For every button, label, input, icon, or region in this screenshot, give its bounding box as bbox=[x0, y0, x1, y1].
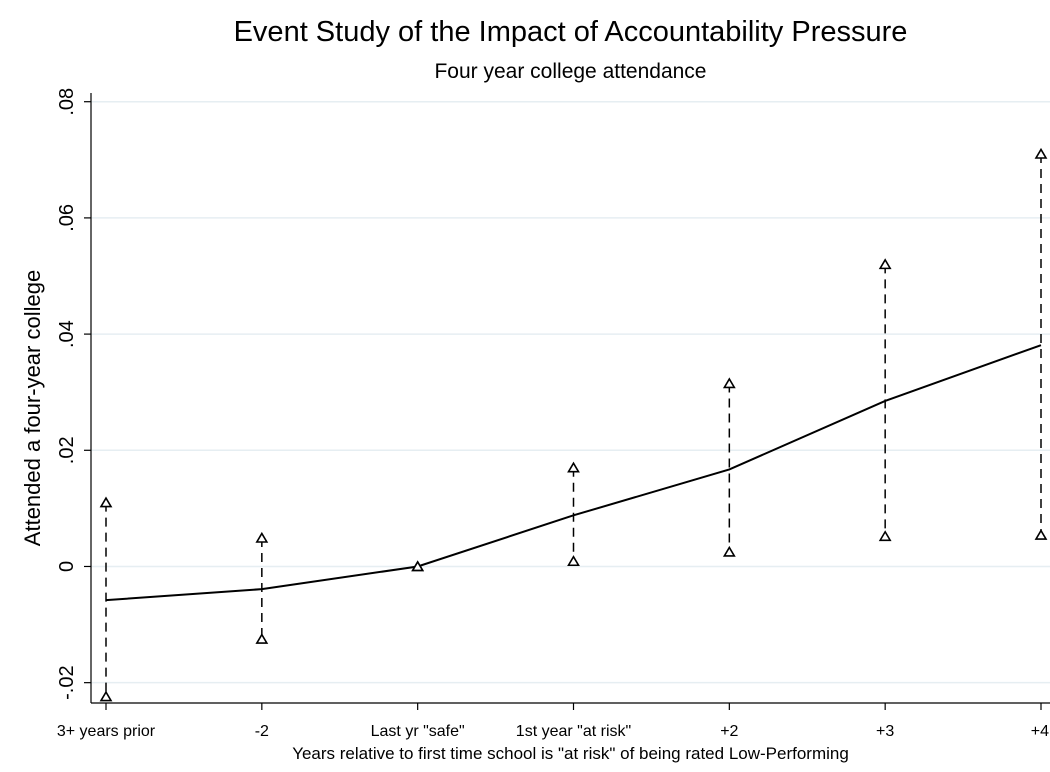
y-tick-label: .08 bbox=[56, 88, 78, 116]
y-tick-label: 0 bbox=[56, 561, 78, 572]
lower-bound-marker bbox=[722, 545, 736, 557]
x-tick-label: Last yr "safe" bbox=[371, 723, 465, 740]
y-tick-label: .04 bbox=[56, 320, 78, 348]
upper-bound-marker bbox=[567, 461, 580, 473]
lower-bound-marker bbox=[255, 633, 269, 644]
x-tick-label: -2 bbox=[255, 723, 269, 740]
upper-bound-marker bbox=[1034, 147, 1048, 159]
y-tick-label: .06 bbox=[56, 204, 78, 232]
upper-bound-marker bbox=[722, 377, 736, 389]
upper-bound-marker bbox=[255, 531, 269, 543]
lower-bound-marker bbox=[1034, 529, 1048, 540]
lower-bound-marker bbox=[878, 530, 892, 542]
x-tick-label: +3 bbox=[876, 723, 894, 740]
upper-bound-marker bbox=[99, 496, 113, 508]
chart-subtitle: Four year college attendance bbox=[434, 60, 707, 83]
y-tick-label: .02 bbox=[56, 436, 78, 464]
lower-bound-marker bbox=[567, 555, 580, 567]
chart-title: Event Study of the Impact of Accountabil… bbox=[233, 16, 908, 48]
x-tick-label: +2 bbox=[720, 723, 738, 740]
x-axis-label: Years relative to first time school is "… bbox=[292, 744, 849, 763]
x-tick-label: 1st year "at risk" bbox=[516, 723, 631, 740]
x-tick-label: 3+ years prior bbox=[57, 723, 156, 740]
x-tick-label: +4 bbox=[1031, 723, 1049, 740]
lower-bound-marker bbox=[411, 560, 425, 572]
y-tick-label: -.02 bbox=[56, 665, 78, 699]
upper-bound-marker bbox=[878, 258, 892, 270]
lower-bound-marker bbox=[99, 690, 113, 702]
estimate-line bbox=[105, 344, 1042, 602]
